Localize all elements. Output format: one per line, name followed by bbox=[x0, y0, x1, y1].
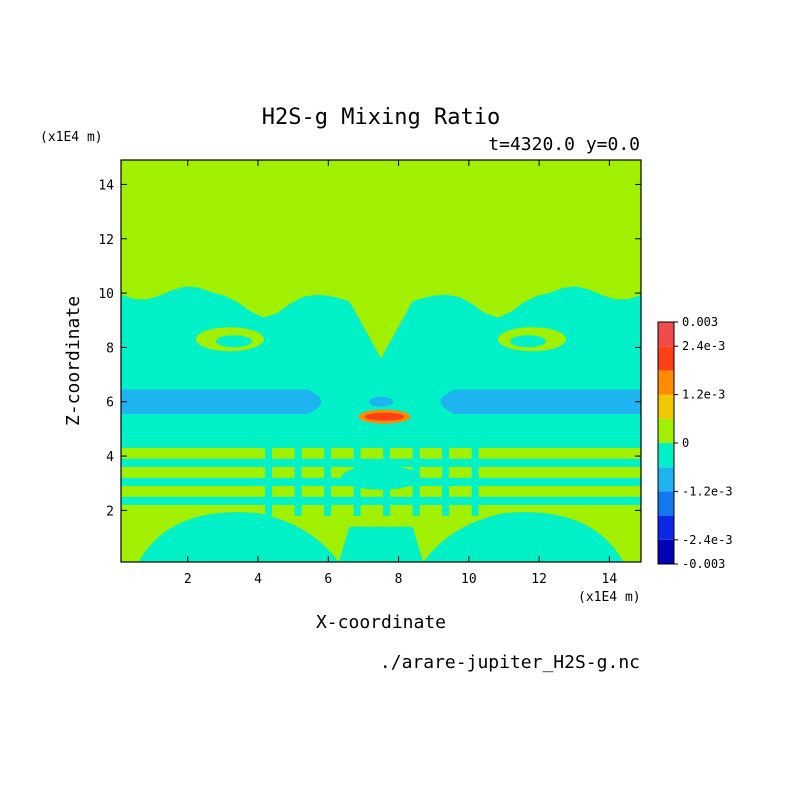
colorbar-label: -1.2e-3 bbox=[682, 484, 733, 498]
y-tick-label: 2 bbox=[106, 504, 114, 519]
contour-field bbox=[121, 160, 641, 562]
red-core bbox=[364, 412, 405, 421]
vertical-stripe bbox=[324, 445, 332, 516]
vertical-stripe bbox=[442, 445, 450, 516]
chart-title: H2S-g Mixing Ratio bbox=[262, 105, 500, 130]
colorbar-label: -0.003 bbox=[682, 557, 725, 571]
swirl-inner bbox=[510, 335, 547, 348]
colorbar-label: 0.003 bbox=[682, 315, 718, 329]
colorbar-segment bbox=[658, 443, 674, 468]
swirl-inner bbox=[215, 335, 252, 348]
x-tick-label: 4 bbox=[254, 572, 262, 587]
vertical-stripe bbox=[265, 445, 273, 516]
stripe-layer bbox=[121, 496, 641, 505]
x-tick-label: 8 bbox=[395, 572, 403, 587]
x-tick-label: 10 bbox=[461, 572, 477, 587]
y-tick-label: 4 bbox=[106, 450, 114, 465]
y-unit-label: (x1E4 m) bbox=[40, 130, 103, 145]
colorbar-segment bbox=[658, 370, 674, 395]
colorbar-label: -2.4e-3 bbox=[682, 533, 733, 547]
vertical-stripe bbox=[294, 445, 302, 516]
y-tick-label: 12 bbox=[98, 233, 114, 248]
central-plume bbox=[349, 301, 413, 359]
colorbar-segment bbox=[658, 346, 674, 371]
plot-frame bbox=[120, 159, 642, 563]
colorbar-segment bbox=[658, 418, 674, 443]
colorbar-label: 0 bbox=[682, 436, 689, 450]
footer-filename: ./arare-jupiter_H2S-g.nc bbox=[380, 652, 640, 673]
blue-band-right bbox=[440, 389, 641, 414]
lower-dome-right bbox=[423, 512, 624, 562]
x-tick-label: 14 bbox=[602, 572, 618, 587]
y-tick-label: 14 bbox=[98, 178, 114, 193]
y-axis: 2 4 6 8 10 12 14 bbox=[98, 178, 641, 519]
x-unit-label: (x1E4 m) bbox=[578, 590, 641, 605]
y-tick-label: 10 bbox=[98, 287, 114, 302]
x-tick-label: 2 bbox=[184, 572, 192, 587]
colorbar-segment bbox=[658, 394, 674, 419]
x-tick-label: 12 bbox=[531, 572, 547, 587]
colorbar-segment bbox=[658, 539, 674, 564]
x-axis: 2 4 6 8 10 12 14 bbox=[184, 160, 618, 587]
lower-center bbox=[338, 526, 424, 562]
colorbar-label: 2.4e-3 bbox=[682, 339, 725, 353]
y-tick-label: 6 bbox=[106, 396, 114, 411]
lower-dome-left bbox=[138, 512, 339, 562]
stripe-layer bbox=[121, 439, 641, 448]
colorbar-segment bbox=[658, 467, 674, 492]
stripe-layer bbox=[121, 458, 641, 467]
x-tick-label: 6 bbox=[324, 572, 332, 587]
colorbar-segment bbox=[658, 491, 674, 516]
chart-subtitle: t=4320.0 y=0.0 bbox=[488, 134, 640, 155]
blue-band-left bbox=[121, 389, 322, 414]
colorbar-label: 1.2e-3 bbox=[682, 388, 725, 402]
x-axis-label: X-coordinate bbox=[316, 612, 446, 633]
center-blob bbox=[341, 465, 421, 490]
vertical-stripe bbox=[471, 445, 479, 516]
blue-spot bbox=[369, 396, 393, 407]
colorbar: 0.003 2.4e-3 1.2e-3 0 -1.2e-3 -2.4e-3 -0.003 bbox=[657, 315, 733, 571]
y-axis-label: Z-coordinate bbox=[63, 296, 84, 426]
y-tick-label: 8 bbox=[106, 341, 114, 356]
colorbar-segment bbox=[658, 322, 674, 347]
colorbar-segment bbox=[658, 515, 674, 540]
